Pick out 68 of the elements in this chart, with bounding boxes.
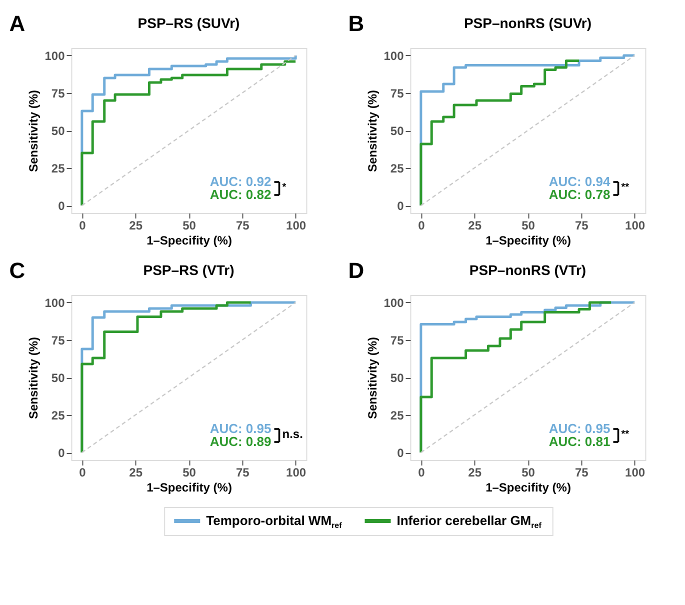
text: B — [348, 11, 364, 36]
annotation: AUC: 0.95 — [210, 421, 272, 436]
x-tick-label: 0 — [79, 218, 86, 232]
x-tick-label: 25 — [468, 218, 482, 232]
x-axis-title: 1–Specifity (%) — [486, 480, 571, 494]
y-tick-label: 75 — [390, 334, 404, 348]
annotation: n.s. — [282, 427, 303, 441]
y-tick-label: 100 — [384, 296, 404, 310]
y-axis-title: Sensitivity (%) — [366, 90, 380, 172]
chart-title: PSP–RS (VTr) — [143, 262, 234, 278]
y-tick-label: 25 — [51, 162, 66, 176]
x-tick-label: 100 — [286, 466, 306, 480]
x-tick-label: 100 — [625, 218, 646, 232]
x-tick-label: 75 — [574, 466, 589, 480]
y-tick-label: 0 — [58, 199, 66, 213]
y-tick-label: 100 — [384, 49, 404, 63]
y-tick-label: 25 — [390, 162, 404, 176]
y-tick-label: 50 — [51, 371, 66, 385]
x-tick-label: 75 — [574, 218, 589, 232]
x-tick-label: 75 — [236, 218, 250, 232]
annotation: AUC: 0.82 — [210, 187, 272, 202]
x-tick-label: 50 — [182, 218, 196, 232]
x-tick-label: 50 — [522, 218, 536, 232]
y-tick-label: 75 — [51, 86, 66, 100]
x-tick-label: 50 — [522, 466, 536, 480]
x-tick-label: 25 — [129, 466, 143, 480]
x-tick-label: 25 — [468, 466, 482, 480]
annotation: AUC: 0.95 — [548, 421, 610, 436]
y-axis-title: Sensitivity (%) — [26, 90, 41, 172]
annotation: ** — [621, 429, 630, 440]
y-tick-label: 50 — [390, 371, 404, 385]
text: D — [348, 258, 364, 283]
x-tick-label: 0 — [418, 466, 426, 480]
annotation: AUC: 0.81 — [548, 434, 610, 449]
chart-title: PSP–RS (SUVr) — [138, 15, 240, 31]
x-axis-title: 1–Specifity (%) — [486, 234, 571, 248]
y-tick-label: 100 — [44, 296, 66, 310]
annotation: * — [282, 182, 286, 193]
chart-title: PSP–nonRS (SUVr) — [464, 15, 592, 31]
x-tick-label: 0 — [418, 218, 426, 232]
y-tick-label: 0 — [397, 446, 404, 460]
y-axis-title: Sensitivity (%) — [366, 336, 380, 420]
y-tick-label: 100 — [44, 49, 66, 63]
y-tick-label: 50 — [390, 124, 404, 138]
x-axis-title: 1–Specifity (%) — [146, 234, 232, 248]
y-tick-label: 0 — [397, 199, 404, 213]
x-tick-label: 100 — [625, 466, 646, 480]
y-tick-label: 75 — [390, 86, 404, 100]
y-tick-label: 25 — [51, 408, 66, 422]
x-tick-label: 25 — [129, 218, 143, 232]
annotation: AUC: 0.94 — [548, 174, 612, 189]
annotation: AUC: 0.92 — [210, 174, 272, 189]
y-tick-label: 50 — [51, 124, 66, 138]
y-axis-title: Sensitivity (%) — [26, 336, 41, 420]
x-axis-title: 1–Specifity (%) — [146, 480, 232, 494]
annotation: AUC: 0.89 — [210, 434, 272, 449]
text: C — [9, 258, 26, 283]
x-tick-label: 100 — [286, 218, 306, 232]
x-tick-label: 50 — [182, 466, 196, 480]
chart-title: PSP–nonRS (VTr) — [469, 262, 586, 278]
y-tick-label: 25 — [390, 408, 404, 422]
annotation: ** — [621, 182, 630, 193]
text: A — [9, 11, 26, 36]
y-tick-label: 75 — [51, 334, 66, 348]
x-tick-label: 0 — [79, 466, 86, 480]
y-tick-label: 0 — [58, 446, 66, 460]
x-tick-label: 75 — [236, 466, 250, 480]
annotation: AUC: 0.78 — [548, 187, 610, 202]
